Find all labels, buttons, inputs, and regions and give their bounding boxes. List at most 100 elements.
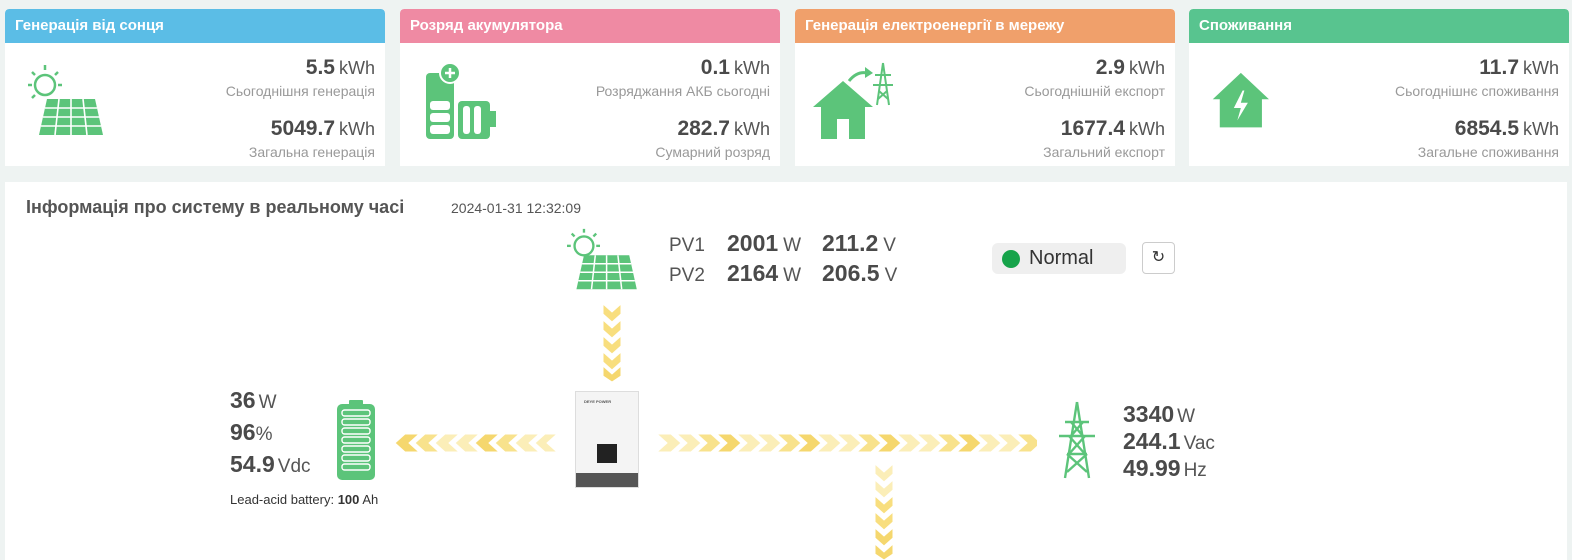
pv-power-unit: W [783, 235, 802, 256]
inverter-screen [597, 444, 617, 463]
flow-chevron [715, 433, 742, 453]
today-label: Розряджання АКБ сьогодні [595, 83, 770, 99]
today-stat: 2.9 kWh Сьогоднішній експорт [1024, 56, 1165, 99]
pv-voltage-unit: V [883, 235, 896, 256]
flow-chevron [915, 433, 942, 453]
grid-frequency: 49.99 [1123, 455, 1181, 481]
today-value: 0.1 [700, 56, 730, 79]
total-unit: kWh [734, 119, 770, 139]
battery-icon [337, 400, 375, 480]
grid-tower-icon [1059, 401, 1095, 479]
card-title: Розряд акумулятора [400, 9, 780, 43]
timestamp: 2024-01-31 12:32:09 [451, 200, 581, 216]
today-stat: 0.1 kWh Розряджання АКБ сьогодні [596, 56, 770, 99]
pv-power-unit: W [783, 265, 802, 286]
card-title: Генерація електроенергії в мережу [795, 9, 1175, 43]
flow-chevron [815, 433, 842, 453]
total-value: 282.7 [677, 117, 730, 140]
today-label: Сьогоднішній експорт [1024, 83, 1165, 99]
total-stat: 282.7 kWh Сумарний розряд [655, 117, 770, 160]
load-flow-arrow [874, 464, 894, 560]
pv-name: PV2 [669, 265, 705, 286]
grid-power: 3340 [1123, 401, 1175, 427]
total-value: 1677.4 [1060, 117, 1125, 140]
battery-capacity-unit: Ah [362, 492, 379, 507]
card-battery-discharge: Розряд акумулятора 0.1 kWh Розряджання АК… [400, 9, 780, 166]
card-title: Споживання [1189, 9, 1569, 43]
pv-flow-arrow [602, 304, 622, 382]
total-stat: 5049.7 kWh Загальна генерація [249, 117, 375, 160]
battery-power: 36 [230, 387, 256, 413]
today-unit: kWh [339, 58, 375, 78]
pv-name: PV1 [669, 235, 705, 256]
flow-chevron [675, 433, 702, 453]
flow-chevron [1015, 433, 1037, 453]
flow-chevron [695, 433, 722, 453]
realtime-panel: Інформація про систему в реальному часі … [5, 182, 1567, 560]
inverter-brand: DEYE POWER [584, 399, 612, 404]
total-unit: kWh [1129, 119, 1165, 139]
grid-voltage: 244.1 [1123, 428, 1181, 454]
today-label: Сьогоднішня генерація [225, 83, 375, 99]
home-consumption-icon [1212, 72, 1269, 128]
today-unit: kWh [1129, 58, 1165, 78]
today-unit: kWh [1523, 58, 1559, 78]
status-badge: Normal [992, 243, 1126, 274]
total-unit: kWh [339, 119, 375, 139]
flow-chevron [895, 433, 922, 453]
total-stat: 1677.4 kWh Загальний експорт [1043, 117, 1165, 160]
battery-values: 36 W 96% 54.9 Vdc [230, 387, 311, 483]
refresh-icon: ↻ [1151, 249, 1166, 266]
solar-panel-icon [567, 228, 637, 290]
battery-power-unit: W [258, 392, 277, 413]
total-stat: 6854.5 kWh Загальне споживання [1418, 117, 1559, 160]
flow-chevron [775, 433, 802, 453]
pv-voltage: 206.5 [822, 260, 880, 286]
card-solar-generation: Генерація від сонця 5.5 kWh Сьогоднішня г… [5, 9, 385, 166]
grid-power-unit: W [1177, 406, 1196, 427]
battery-type-label: Lead-acid battery: [230, 492, 335, 507]
total-unit: kWh [1523, 119, 1559, 139]
pv-power: 2001 [727, 230, 779, 256]
total-label: Загальний експорт [1043, 144, 1165, 160]
flow-chevron [955, 433, 982, 453]
pv-power: 2164 [727, 260, 779, 286]
battery-flow-arrow [395, 433, 557, 453]
grid-export-icon [813, 62, 893, 139]
total-label: Сумарний розряд [655, 144, 770, 160]
flow-chevron [935, 433, 962, 453]
battery-capacity: 100 [337, 492, 360, 507]
flow-chevron [657, 433, 682, 453]
flow-chevron [755, 433, 782, 453]
flow-chevron [735, 433, 762, 453]
today-value: 11.7 [1479, 56, 1519, 79]
grid-voltage-unit: Vac [1183, 433, 1215, 454]
inverter-base [576, 473, 638, 487]
pv-voltage: 211.2 [822, 230, 879, 256]
battery-soc: 96 [230, 419, 256, 445]
flow-chevron [995, 433, 1022, 453]
today-stat: 5.5 kWh Сьогоднішня генерація [226, 56, 375, 99]
battery-voltage-unit: Vdc [277, 456, 311, 477]
today-value: 2.9 [1095, 56, 1125, 79]
flow-chevron [795, 433, 822, 453]
battery-discharge-icon [426, 62, 496, 139]
today-value: 5.5 [305, 56, 335, 79]
total-label: Загальна генерація [248, 144, 375, 160]
total-label: Загальне споживання [1417, 144, 1559, 160]
battery-voltage: 54.9 [230, 451, 275, 477]
today-unit: kWh [734, 58, 770, 78]
refresh-button[interactable]: ↻ [1142, 242, 1175, 274]
status-text: Normal [1029, 247, 1094, 269]
grid-flow-arrow [657, 433, 1037, 453]
pv-voltage-unit: V [884, 265, 898, 286]
status-dot-icon [1002, 250, 1020, 268]
inverter-device: DEYE POWER [575, 391, 639, 488]
total-value: 5049.7 [270, 117, 335, 140]
total-value: 6854.5 [1454, 117, 1519, 140]
battery-soc-unit: % [255, 424, 273, 445]
grid-values: 3340 W 244.1 Vac 49.99 Hz [1123, 401, 1215, 482]
grid-frequency-unit: Hz [1183, 460, 1207, 481]
today-label: Сьогоднішнє споживання [1395, 83, 1559, 99]
pv-row-1: PV1 2001 W 211.2 V [669, 230, 897, 260]
